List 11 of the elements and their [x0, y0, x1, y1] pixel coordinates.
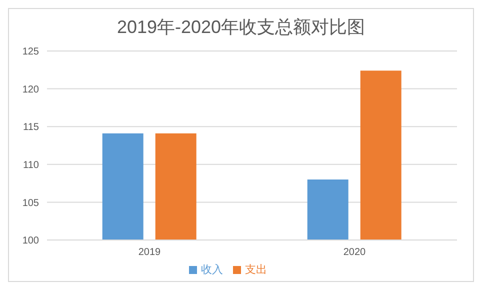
- y-tick-label: 115: [23, 122, 40, 134]
- chart-title: 2019年-2020年收支总额对比图: [116, 16, 366, 39]
- y-tick-label: 100: [22, 236, 40, 247]
- legend-label: 支出: [245, 264, 267, 276]
- y-tick-label: 105: [22, 198, 40, 209]
- x-tick-label: 2020: [343, 247, 366, 258]
- y-tick-label: 125: [22, 46, 40, 58]
- legend-label: 收入: [201, 264, 223, 276]
- y-tick-label: 120: [22, 84, 40, 96]
- y-tick-label: 110: [23, 160, 40, 171]
- x-tick-label: 2019: [138, 247, 162, 258]
